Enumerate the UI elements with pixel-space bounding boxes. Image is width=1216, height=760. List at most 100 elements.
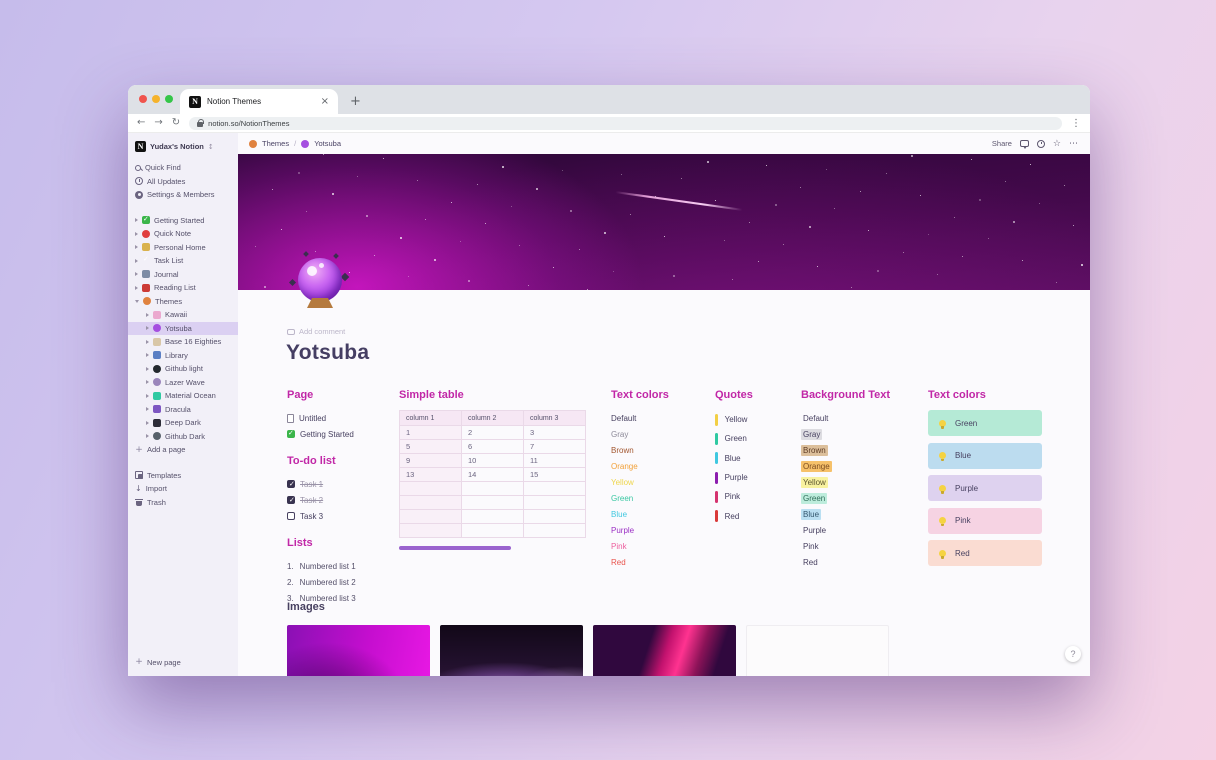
section-heading[interactable]: Text colors (611, 389, 669, 401)
quote-block[interactable]: Yellow (715, 410, 795, 429)
sidebar-item-dracula[interactable]: Dracula (128, 403, 238, 417)
expand-toggle-icon[interactable] (146, 339, 149, 344)
table-cell[interactable]: 6 (461, 439, 524, 454)
section-heading[interactable]: Quotes (715, 389, 753, 401)
bg-text-sample[interactable]: Yellow (801, 474, 913, 490)
expand-toggle-icon[interactable] (146, 420, 149, 425)
quote-block[interactable]: Green (715, 429, 795, 448)
checkbox-unchecked-icon[interactable] (287, 512, 295, 520)
table-cell[interactable] (461, 481, 524, 496)
bg-text-sample[interactable]: Blue (801, 506, 913, 522)
bg-text-sample[interactable]: Green (801, 490, 913, 506)
quote-block[interactable]: Blue (715, 449, 795, 468)
table-cell[interactable]: 13 (399, 467, 462, 482)
sidebar-trash[interactable]: Trash (128, 496, 238, 510)
bg-text-sample[interactable]: Purple (801, 522, 913, 538)
table-cell[interactable]: 5 (399, 439, 462, 454)
gallery-image-gradient[interactable] (287, 625, 430, 676)
sidebar-quick-find[interactable]: Quick Find (128, 161, 238, 175)
browser-tab[interactable]: N Notion Themes × (180, 89, 338, 114)
close-tab-icon[interactable]: × (320, 96, 329, 107)
minimize-window-button[interactable] (152, 95, 160, 103)
expand-toggle-icon[interactable] (146, 393, 149, 398)
breadcrumb-yotsuba[interactable]: Yotsuba (314, 139, 342, 148)
add-a-page-button[interactable]: + Add a page (128, 443, 238, 457)
help-button[interactable]: ? (1065, 646, 1081, 662)
sidebar-item-task-list[interactable]: Task List (128, 254, 238, 268)
text-color-sample[interactable]: Green (611, 493, 634, 503)
expand-toggle-icon[interactable] (135, 285, 138, 290)
more-options-icon[interactable]: ⋯ (1069, 138, 1079, 149)
sidebar-item-quick-note[interactable]: Quick Note (128, 227, 238, 241)
breadcrumb-themes[interactable]: Themes (262, 139, 290, 148)
new-page-button[interactable]: + New page (128, 656, 238, 670)
sidebar-templates[interactable]: Templates (128, 469, 238, 483)
text-color-sample[interactable]: Blue (611, 509, 628, 519)
text-color-sample[interactable]: Purple (611, 525, 635, 535)
table-cell[interactable]: 7 (523, 439, 586, 454)
gallery-image-nebula[interactable] (440, 625, 583, 676)
text-color-sample[interactable]: Gray (611, 429, 629, 439)
section-heading[interactable]: Lists (287, 537, 313, 549)
sidebar-item-deep-dark[interactable]: Deep Dark (128, 416, 238, 430)
updates-clock-icon[interactable] (1036, 139, 1045, 148)
bg-text-sample[interactable]: Brown (801, 442, 913, 458)
numbered-list-item[interactable]: 2. Numbered list 2 (287, 574, 397, 590)
bg-text-sample[interactable]: Red (801, 554, 913, 570)
text-color-sample[interactable]: Yellow (611, 477, 634, 487)
checkbox-checked-icon[interactable] (287, 480, 295, 488)
todo-item[interactable]: Task 3 (287, 508, 397, 524)
favorite-star-icon[interactable]: ☆ (1052, 138, 1061, 149)
table-cell[interactable]: 2 (461, 425, 524, 440)
divider-block[interactable] (399, 546, 511, 550)
share-button[interactable]: Share (991, 139, 1012, 148)
table-cell[interactable] (523, 481, 586, 496)
sidebar-item-base-16-eighties[interactable]: Base 16 Eighties (128, 335, 238, 349)
table-cell[interactable] (461, 509, 524, 524)
reload-icon[interactable]: ↻ (171, 117, 181, 128)
expand-toggle-icon[interactable] (146, 407, 149, 412)
bg-text-sample[interactable]: Gray (801, 426, 913, 442)
expand-toggle-icon[interactable] (146, 434, 149, 439)
table-cell[interactable] (461, 495, 524, 510)
callout-block[interactable]: Green (928, 410, 1042, 436)
table-header[interactable]: column 1 (399, 410, 462, 426)
checkbox-checked-icon[interactable] (287, 496, 295, 504)
gallery-image-laser[interactable] (593, 625, 736, 676)
sidebar-item-reading-list[interactable]: Reading List (128, 281, 238, 295)
text-color-sample[interactable]: Orange (611, 461, 638, 471)
table-cell[interactable]: 1 (399, 425, 462, 440)
table-cell[interactable]: 3 (523, 425, 586, 440)
page-title[interactable]: Yotsuba (286, 341, 370, 364)
cover-image[interactable] (238, 154, 1090, 290)
text-color-sample[interactable]: Pink (611, 541, 627, 551)
sidebar-item-journal[interactable]: Journal (128, 268, 238, 282)
callout-block[interactable]: Pink (928, 507, 1042, 534)
table-cell[interactable]: 15 (523, 467, 586, 482)
collapse-toggle-icon[interactable] (135, 299, 139, 303)
browser-menu-icon[interactable]: ⋮ (1071, 117, 1081, 129)
table-cell[interactable] (523, 495, 586, 510)
add-comment-button[interactable]: Add comment (287, 327, 345, 336)
expand-toggle-icon[interactable] (146, 380, 149, 385)
gallery-image-blank[interactable] (746, 625, 889, 676)
todo-item[interactable]: Task 2 (287, 492, 397, 508)
text-color-sample[interactable]: Red (611, 557, 626, 567)
expand-toggle-icon[interactable] (146, 353, 149, 358)
sidebar-item-getting-started[interactable]: Getting Started (128, 214, 238, 228)
section-heading[interactable]: Page (287, 389, 314, 401)
numbered-list-item[interactable]: 3. Numbered list 3 (287, 590, 397, 606)
table-cell[interactable] (461, 523, 524, 538)
sidebar-item-library[interactable]: Library (128, 349, 238, 363)
sidebar-all-updates[interactable]: All Updates (128, 175, 238, 189)
comments-icon[interactable] (1019, 140, 1029, 149)
table-cell[interactable] (523, 523, 586, 538)
expand-toggle-icon[interactable] (135, 231, 138, 236)
workspace-switcher[interactable]: N Yudax's Notion ↕ (128, 139, 238, 154)
new-tab-button[interactable]: + (350, 94, 361, 109)
expand-toggle-icon[interactable] (135, 245, 138, 250)
sidebar-item-kawaii[interactable]: Kawaii (128, 308, 238, 322)
sidebar-item-github-light[interactable]: Github light (128, 362, 238, 376)
page-link-untitled[interactable]: Untitled (287, 410, 397, 426)
page-link-getting-started[interactable]: Getting Started (287, 426, 397, 442)
